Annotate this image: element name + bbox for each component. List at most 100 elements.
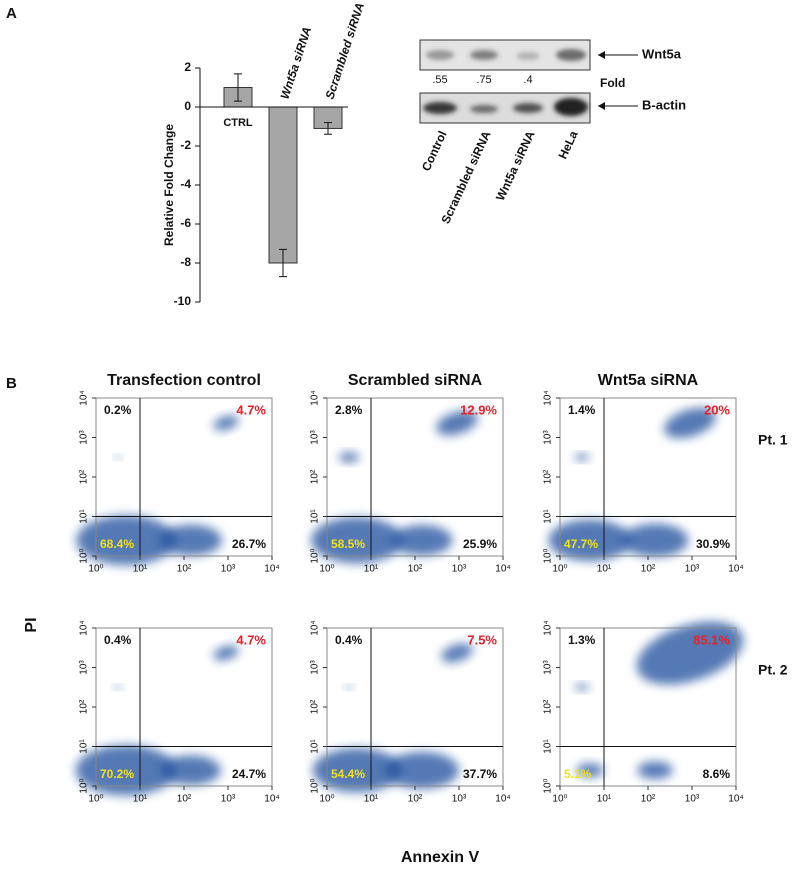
- x-tick-label: 10⁰: [552, 794, 567, 805]
- y-tick-label: 10¹: [310, 509, 321, 524]
- fold-value: .4: [523, 74, 532, 86]
- quadrant-label: 8.6%: [703, 767, 731, 781]
- quadrant-label: 0.4%: [104, 633, 132, 647]
- x-tick-label: 10⁰: [319, 794, 334, 805]
- x-tick-label: 10²: [641, 564, 656, 575]
- x-tick-label: 10³: [685, 794, 700, 805]
- quadrant-label: 85.1%: [693, 632, 730, 647]
- y-tick-label: 2: [184, 60, 191, 74]
- y-tick-label: 10²: [543, 469, 554, 484]
- y-tick-label: 10²: [310, 469, 321, 484]
- x-tick-label: 10⁴: [495, 564, 510, 575]
- population-cloud: [548, 519, 632, 561]
- flow-plot: 10⁰ 10¹ 10² 10³ 10⁴ 10⁰ 10¹ 10² 10³ 10⁴ 0.4% 7.5% 54…: [310, 620, 511, 804]
- quadrant-label: 25.9%: [463, 537, 497, 551]
- y-tick-label: 10⁰: [543, 778, 554, 793]
- quadrant-label: 1.4%: [568, 403, 596, 417]
- lane-label: Wnt5a siRNA: [493, 128, 538, 203]
- row-label: Pt. 1: [758, 432, 788, 448]
- y-tick-label: 10⁰: [310, 778, 321, 793]
- y-tick-label: 10⁰: [79, 778, 90, 793]
- category-label: Scrambled siRNA: [323, 1, 367, 101]
- x-tick-label: 10³: [685, 564, 700, 575]
- y-tick-label: 10²: [79, 469, 90, 484]
- quadrant-label: 12.9%: [460, 402, 497, 417]
- x-tick-label: 10⁴: [728, 564, 743, 575]
- quadrant-label: 1.3%: [568, 633, 596, 647]
- quadrant-label: 7.5%: [467, 632, 497, 647]
- population-cloud: [436, 410, 478, 436]
- lane-label: Scrambled siRNA: [438, 128, 493, 225]
- y-tick-label: 10⁴: [543, 620, 554, 635]
- x-tick-label: 10¹: [133, 794, 148, 805]
- population-cloud: [636, 621, 744, 685]
- y-tick-label: 10³: [543, 660, 554, 675]
- quadrant-label: 4.7%: [236, 402, 266, 417]
- flow-plot: 10⁰ 10¹ 10² 10³ 10⁴ 10⁰ 10¹ 10² 10³ 10⁴ 2.8% 12.9% 5…: [310, 390, 511, 574]
- blot-bands: [423, 98, 588, 116]
- blot: Wnt5a B-actin Fold: [419, 39, 686, 124]
- population-cloud: [114, 685, 122, 690]
- y-tick-label: 10¹: [79, 739, 90, 754]
- population-cloud: [311, 517, 403, 564]
- quadrant-label: 24.7%: [232, 767, 266, 781]
- y-tick-label: -8: [180, 255, 191, 269]
- x-tick-label: 10⁰: [319, 564, 334, 575]
- x-tick-label: 10¹: [597, 564, 612, 575]
- y-tick-label: 10⁴: [543, 390, 554, 405]
- quadrant-label: 54.4%: [331, 767, 365, 781]
- x-tick-label: 10¹: [364, 564, 379, 575]
- population-cloud: [75, 745, 177, 796]
- error-bar: [324, 122, 332, 135]
- x-tick-label: 10¹: [364, 794, 379, 805]
- y-tick-label: 10²: [543, 699, 554, 714]
- y-tick-label: 10¹: [79, 509, 90, 524]
- y-tick-label: 0: [184, 99, 191, 113]
- population-cloud: [345, 685, 353, 690]
- y-tick-label: 10⁴: [310, 390, 321, 405]
- band-label: B-actin: [642, 97, 686, 112]
- band-label: Wnt5a: [642, 46, 682, 61]
- blot-bands: [426, 49, 586, 61]
- y-tick-label: 10²: [79, 699, 90, 714]
- y-tick-label: -2: [180, 138, 191, 152]
- y-tick-label: 10⁴: [310, 620, 321, 635]
- y-tick-label: 10³: [543, 430, 554, 445]
- bar: [268, 106, 298, 264]
- quadrant-label: 68.4%: [100, 537, 134, 551]
- population-cloud: [664, 407, 716, 439]
- flow-plot: 10⁰ 10¹ 10² 10³ 10⁴ 10⁰ 10¹ 10² 10³ 10⁴ 1.4% 20% 47.…: [543, 390, 744, 574]
- population-cloud: [115, 455, 121, 460]
- y-tick-label: 10³: [79, 430, 90, 445]
- y-tick-label: 10⁴: [79, 390, 90, 405]
- population-cloud: [159, 524, 223, 556]
- y-tick-label: 10³: [310, 660, 321, 675]
- arrow-head: [598, 51, 605, 59]
- x-tick-label: 10⁰: [88, 564, 103, 575]
- population-cloud: [621, 523, 689, 557]
- lane-label: HeLa: [556, 128, 581, 161]
- population-cloud: [574, 453, 590, 461]
- x-tick-label: 10¹: [597, 794, 612, 805]
- population-cloud: [338, 452, 360, 463]
- x-tick-label: 10⁴: [495, 794, 510, 805]
- population-cloud: [576, 763, 604, 778]
- y-tick-label: 10⁰: [79, 548, 90, 563]
- population-cloud: [391, 524, 453, 556]
- quadrant-label: 4.7%: [236, 632, 266, 647]
- quadrant-label: 0.4%: [335, 633, 363, 647]
- population-cloud: [575, 683, 589, 691]
- population-cloud: [385, 751, 459, 789]
- y-tick-label: 10³: [79, 660, 90, 675]
- y-axis-label: Relative Fold Change: [162, 124, 176, 246]
- quadrant-label: 70.2%: [100, 767, 134, 781]
- flow-plot: 10⁰ 10¹ 10² 10³ 10⁴ 10⁰ 10¹ 10² 10³ 10⁴ 0.4% 4.7% 70…: [75, 620, 280, 805]
- y-tick-label: 10¹: [543, 509, 554, 524]
- y-tick-label: -10: [174, 294, 192, 308]
- y-tick-label: 10¹: [310, 739, 321, 754]
- category-label: Wnt5a siRNA: [278, 25, 315, 101]
- x-tick-label: 10⁴: [728, 794, 743, 805]
- x-tick-label: 10²: [408, 794, 423, 805]
